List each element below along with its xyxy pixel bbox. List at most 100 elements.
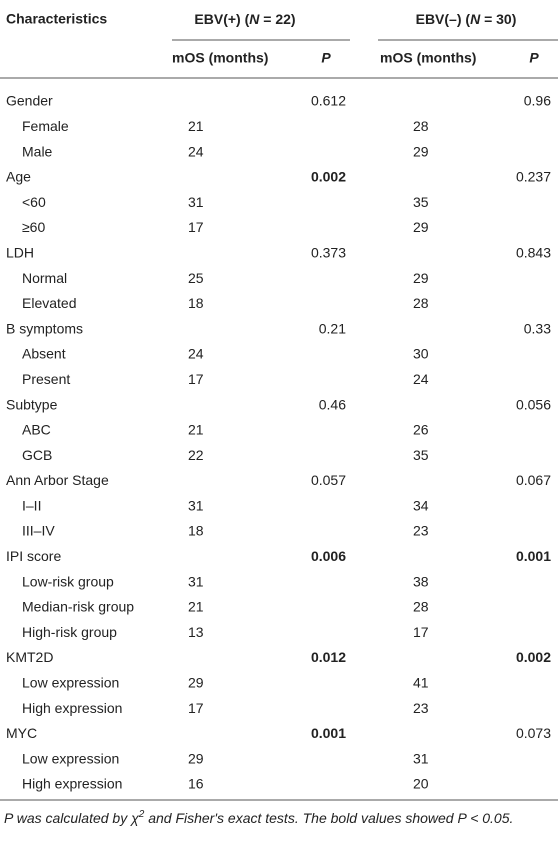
row-label: Ann Arbor Stage	[6, 472, 109, 488]
row-label: B symptoms	[6, 320, 83, 336]
row-label: Age	[6, 169, 31, 185]
row-label: IPI score	[6, 548, 61, 564]
row-label: Low-risk group	[22, 573, 114, 589]
row-label: ABC	[22, 422, 51, 438]
header-p: P	[321, 50, 331, 66]
p-value: 0.012	[311, 649, 346, 665]
p-value: 0.002	[311, 169, 346, 185]
header-mos: mOS (months)	[172, 50, 268, 66]
mos-value: 25	[188, 270, 204, 286]
row-label: Elevated	[22, 295, 76, 311]
group-name: EBV(+) (	[194, 11, 249, 27]
row-label: Male	[22, 143, 53, 159]
header-mos: mOS (months)	[380, 50, 476, 66]
mos-value: 18	[188, 295, 204, 311]
header-p: P	[529, 50, 539, 66]
mos-value: 31	[188, 573, 204, 589]
mos-value: 24	[188, 143, 204, 159]
mos-value: 35	[413, 194, 429, 210]
mos-value: 31	[413, 750, 429, 766]
mos-value: 28	[413, 295, 429, 311]
row-label: GCB	[22, 447, 52, 463]
p-value: 0.237	[516, 169, 551, 185]
p-value: 0.073	[516, 725, 551, 741]
row-label: High-risk group	[22, 624, 117, 640]
mos-value: 17	[188, 219, 204, 235]
mos-value: 24	[188, 346, 204, 362]
group-n: N	[470, 11, 481, 27]
p-value: 0.056	[516, 396, 551, 412]
mos-value: 24	[413, 371, 429, 387]
row-label: Median-risk group	[22, 599, 134, 615]
p-value: 0.21	[319, 320, 346, 336]
group-n: N	[249, 11, 260, 27]
row-label: MYC	[6, 725, 37, 741]
mos-value: 21	[188, 422, 204, 438]
footnote-text: and Fisher's exact tests. The bold value…	[144, 810, 513, 826]
row-label: Low expression	[22, 750, 119, 766]
row-label: Gender	[6, 93, 53, 109]
mos-value: 38	[413, 573, 429, 589]
row-label: I–II	[22, 497, 41, 513]
p-value: 0.373	[311, 244, 346, 260]
group-count: = 30)	[480, 11, 516, 27]
row-label: Subtype	[6, 396, 58, 412]
group-header: EBV(+) (N = 22)	[194, 11, 295, 27]
mos-value: 17	[188, 700, 204, 716]
mos-value: 21	[188, 599, 204, 615]
p-value: 0.843	[516, 244, 551, 260]
row-label: LDH	[6, 244, 34, 260]
mos-value: 28	[413, 118, 429, 134]
mos-value: 35	[413, 447, 429, 463]
row-label: High expression	[22, 700, 122, 716]
mos-value: 22	[188, 447, 204, 463]
row-label: Normal	[22, 270, 67, 286]
p-value: 0.002	[516, 649, 551, 665]
row-label: ≥60	[22, 219, 45, 235]
footnote-text: P was calculated by χ	[4, 810, 139, 826]
p-value: 0.057	[311, 472, 346, 488]
p-value: 0.001	[311, 725, 346, 741]
mos-value: 17	[413, 624, 429, 640]
group-count: = 22)	[259, 11, 295, 27]
mos-value: 16	[188, 776, 204, 792]
mos-value: 29	[413, 270, 429, 286]
mos-value: 28	[413, 599, 429, 615]
row-label: Female	[22, 118, 69, 134]
mos-value: 17	[188, 371, 204, 387]
row-label: Low expression	[22, 675, 119, 691]
mos-value: 41	[413, 675, 429, 691]
p-value: 0.067	[516, 472, 551, 488]
mos-value: 20	[413, 776, 429, 792]
row-label: High expression	[22, 776, 122, 792]
group-header: EBV(–) (N = 30)	[416, 11, 517, 27]
mos-value: 34	[413, 497, 429, 513]
p-value: 0.46	[319, 396, 346, 412]
group-name: EBV(–) (	[416, 11, 471, 27]
mos-value: 29	[188, 675, 204, 691]
mos-value: 21	[188, 118, 204, 134]
mos-value: 23	[413, 523, 429, 539]
row-label: Absent	[22, 346, 66, 362]
row-label: Present	[22, 371, 70, 387]
mos-value: 23	[413, 700, 429, 716]
p-value: 0.006	[311, 548, 346, 564]
mos-value: 29	[413, 219, 429, 235]
mos-value: 29	[188, 750, 204, 766]
row-label: <60	[22, 194, 46, 210]
mos-value: 30	[413, 346, 429, 362]
mos-value: 26	[413, 422, 429, 438]
p-value: 0.612	[311, 93, 346, 109]
mos-value: 13	[188, 624, 204, 640]
footnote-sup: 2	[138, 809, 145, 820]
p-value: 0.96	[524, 93, 551, 109]
mos-value: 31	[188, 497, 204, 513]
row-label: III–IV	[22, 523, 55, 539]
p-value: 0.33	[524, 320, 551, 336]
mos-value: 29	[413, 143, 429, 159]
p-value: 0.001	[516, 548, 551, 564]
header-characteristics: Characteristics	[6, 11, 107, 27]
mos-value: 31	[188, 194, 204, 210]
